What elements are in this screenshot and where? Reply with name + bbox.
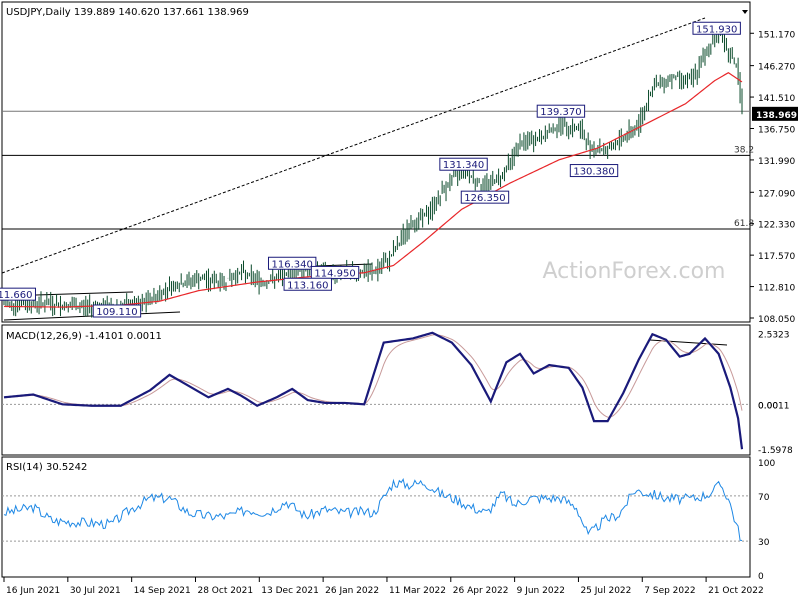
price-axis-label: 117.570 <box>758 252 795 262</box>
price-axis-label: 136.750 <box>758 125 795 135</box>
price-axis-label: 146.270 <box>758 63 795 73</box>
annotation-label: 111.660 <box>0 290 32 301</box>
price-series: 38.2 61.8 151.930 139.370 131.340 130.380 126.… <box>0 17 754 321</box>
annotation-box <box>267 256 317 270</box>
time-axis-label: 26 Jan 2022 <box>325 586 379 596</box>
annotation-box <box>536 104 586 118</box>
rsi-axis-label: 0 <box>758 572 764 582</box>
price-axis-label: 151.170 <box>758 30 795 40</box>
price-annotation: 109.110 <box>92 304 142 318</box>
annotation-label: 114.950 <box>314 268 355 279</box>
annotation-box <box>692 21 741 35</box>
price-header: USDJPY,Daily 139.889 140.620 137.661 138… <box>6 7 249 18</box>
price-annotation: 151.930 <box>692 21 741 35</box>
time-axis-label: 16 Jun 2021 <box>6 586 60 596</box>
price-annotation: 113.160 <box>283 277 332 291</box>
axes: 151.170 146.270 141.510 136.750 131.990 127.0… <box>3 30 798 596</box>
price-axis-label: 131.990 <box>758 157 795 167</box>
price-annotation: 114.950 <box>310 265 360 279</box>
time-axis-label: 28 Oct 2021 <box>197 586 253 596</box>
current-price-box <box>752 106 798 121</box>
moving-average-line <box>3 71 743 308</box>
annotation-label: 130.380 <box>573 167 614 178</box>
price-annotation: 139.370 <box>536 104 586 118</box>
annotation-box <box>569 164 619 178</box>
macd-axis-label: 0.00 <box>758 401 778 411</box>
rsi-title: RSI(14) 30.5242 <box>6 462 87 473</box>
fib-level-label: 61.8 <box>734 219 754 229</box>
macd-line <box>3 331 744 450</box>
annotation-label: 139.370 <box>540 107 581 118</box>
macd-axis-label: 0.0011 <box>758 401 790 411</box>
annotation-box <box>439 157 488 171</box>
macd-pane-frame <box>1 324 751 456</box>
rsi-axis-label: 30 <box>758 538 770 548</box>
annotation-label: 109.110 <box>96 307 137 318</box>
annotation-label: 126.350 <box>464 193 505 204</box>
price-annotation: 131.340 <box>439 157 488 171</box>
annotation-box <box>310 265 360 279</box>
price-axis-label: 108.050 <box>758 315 795 325</box>
fib-level-label: 38.2 <box>734 145 754 155</box>
current-price-label: 138.969 <box>756 111 797 121</box>
price-annotation: 126.350 <box>460 190 510 204</box>
rsi-axis-label: 70 <box>758 493 770 503</box>
time-axis-label: 9 Jun 2022 <box>517 586 565 596</box>
time-axis-label: 21 Oct 2022 <box>708 586 764 596</box>
rsi-line <box>3 478 743 541</box>
time-axis-label: 30 Jul 2021 <box>70 586 121 596</box>
time-axis-label: 7 Sep 2022 <box>644 586 695 596</box>
rsi-axis-label: 100 <box>758 459 775 469</box>
time-axis-label: 11 Mar 2022 <box>389 586 446 596</box>
rsi-pane-frame <box>1 456 751 578</box>
time-axis-label: 13 Dec 2021 <box>261 586 319 596</box>
time-axis-label: 14 Sep 2021 <box>134 586 191 596</box>
price-pane-frame <box>1 1 751 323</box>
rsi-series <box>2 478 750 542</box>
macd-series <box>2 331 750 450</box>
price-axis-label: 122.330 <box>758 221 795 231</box>
annotation-label: 151.930 <box>696 24 737 35</box>
annotation-box <box>283 277 332 291</box>
watermark: ActionForex.com <box>543 259 726 284</box>
annotation-label: 116.340 <box>272 259 313 270</box>
annotation-box <box>460 190 510 204</box>
macd-axis-label: -1.5978 <box>758 446 793 456</box>
annotation-box <box>0 287 36 301</box>
annotation-label: 113.160 <box>287 280 328 291</box>
price-annotation: 130.380 <box>569 164 619 178</box>
price-annotation: 111.660 <box>0 287 36 301</box>
time-axis-label: 26 Apr 2022 <box>453 586 509 596</box>
price-axis-label: 112.810 <box>758 284 795 294</box>
price-axis-label: 127.090 <box>758 189 795 199</box>
time-axis-label: 25 Jul 2022 <box>580 586 631 596</box>
annotation-label: 131.340 <box>443 160 484 171</box>
price-axis-label: 141.510 <box>758 94 795 104</box>
macd-signal-line <box>3 334 743 418</box>
annotation-box <box>92 304 142 318</box>
dropdown-triangle-icon <box>742 10 748 14</box>
price-annotation: 116.340 <box>267 256 317 270</box>
macd-title: MACD(12,26,9) -1.4101 0.0011 <box>6 331 162 342</box>
macd-axis-label: 2.5323 <box>758 330 790 340</box>
